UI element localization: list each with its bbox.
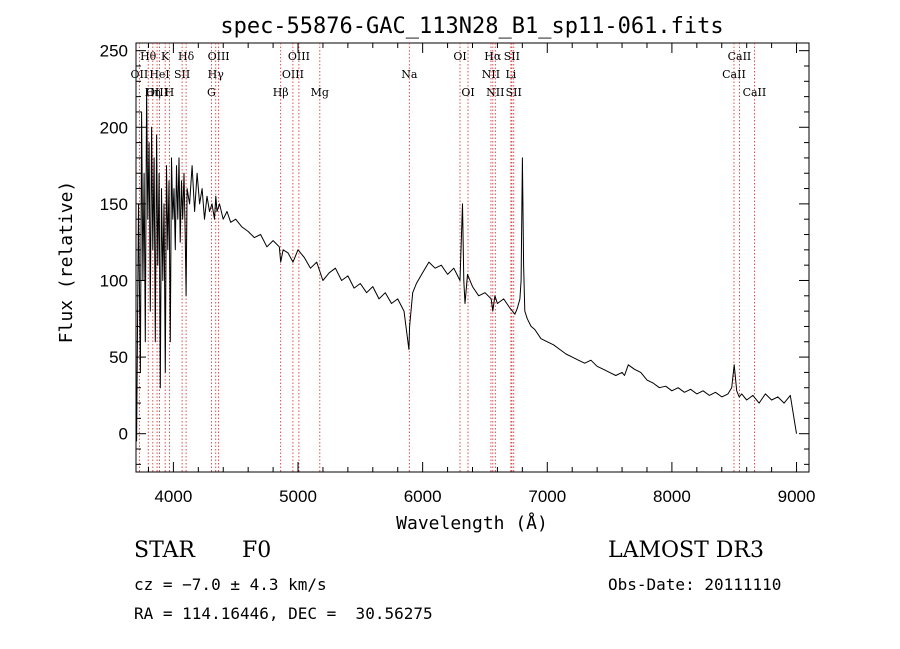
x-tick-label-4: 8000 [653,487,691,506]
line-label-18: OI [461,86,474,99]
line-label-9: OIII [208,50,230,63]
line-label-4: K [161,50,170,63]
y-tick-label-1: 50 [109,348,128,367]
line-label-11: G [207,86,216,99]
line-label-13: OIII [288,50,310,63]
line-label-0: Hθ [140,50,157,63]
y-tick-label-2: 100 [100,271,128,290]
line-label-17: OI [453,50,466,63]
x-tick-label-5: 9000 [778,487,816,506]
y-tick-label-5: 250 [100,42,128,61]
line-label-16: Na [401,68,418,81]
line-label-8: Hδ [178,50,195,63]
line-label-14: OIII [282,68,304,81]
line-label-22: SII [504,50,520,63]
chart-title: spec-55876-GAC_113N28_B1_sp11-061.fits [220,14,723,39]
emission-line-markers [138,43,755,472]
line-label-23: Li [505,68,516,81]
y-axis-ticks: 0 50 100 150 200 250 [100,42,809,465]
object-subclass: F0 [242,538,272,563]
spectrum-line-0 [136,88,797,442]
x-axis-ticks: 4000 5000 6000 7000 8000 9000 [147,43,816,506]
y-tick-label-0: 0 [119,425,128,444]
x-tick-label-2: 6000 [404,487,442,506]
spectrum-series [136,88,797,442]
line-label-26: CaII [722,68,746,81]
x-axis-label: Wavelength (Å) [396,512,548,534]
line-label-27: CaII [743,86,767,99]
line-label-7: SII [174,68,190,81]
y-tick-label-3: 150 [100,195,128,214]
line-label-15: Mg [311,86,329,99]
x-tick-label-1: 5000 [279,487,317,506]
line-label-5: HeI [149,68,169,81]
y-axis-label: Flux (relative) [56,181,77,344]
line-label-21: NII [486,86,504,99]
line-label-2: OIII [146,86,168,99]
line-label-20: NII [482,68,500,81]
plot-frame [135,42,810,473]
y-tick-label-4: 200 [100,118,128,137]
x-tick-label-0: 4000 [154,487,192,506]
x-tick-label-3: 7000 [528,487,566,506]
line-label-12: Hβ [273,86,289,99]
line-label-1: OII [131,68,149,81]
line-label-19: Hα [484,50,502,63]
object-class: STAR [134,538,195,563]
line-label-3: Hη [145,86,161,99]
line-label-25: CaII [728,50,752,63]
line-label-24: SII [506,86,522,99]
survey-name: LAMOST DR3 [608,538,764,563]
coordinates: RA = 114.16446, DEC = 30.56275 [134,604,433,623]
observation-date: Obs-Date: 20111110 [608,575,782,594]
redshift-value: cz = −7.0 ± 4.3 km/s [134,575,327,594]
line-label-10: Hγ [208,68,225,81]
line-label-6: H [165,86,175,99]
